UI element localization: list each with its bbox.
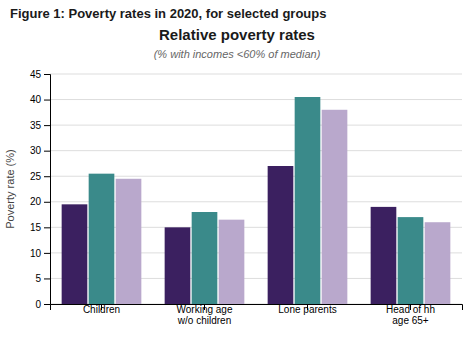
y-tick: 15 [30, 222, 50, 233]
x-tick: Working agew/o children [177, 304, 233, 326]
chart-svg: Figure 1: Poverty rates in 2020, for sel… [0, 0, 474, 342]
y-tick-label: 45 [30, 69, 42, 80]
plot-area: 0 5 10 15 20 25 30 35 40 45 Children Working agew/o… [30, 69, 463, 326]
y-tick-mark [44, 278, 50, 279]
y-axis-title: Poverty rate (%) [4, 149, 16, 228]
y-tick-label: 35 [30, 120, 42, 131]
bar [219, 220, 245, 304]
y-tick-label: 30 [30, 145, 42, 156]
x-tick-label: Head of hhage 65+ [386, 304, 435, 326]
y-tick: 30 [30, 145, 50, 156]
x-tick: Head of hhage 65+ [386, 304, 435, 326]
grid-line [50, 125, 462, 126]
grid-line [50, 74, 462, 75]
y-tick: 45 [30, 69, 50, 80]
x-tick-label-line: w/o children [177, 315, 231, 326]
chart-title: Relative poverty rates [159, 26, 315, 43]
x-tick: Lone parents [278, 304, 336, 315]
chart-subtitle: (% with incomes <60% of median) [154, 48, 321, 60]
y-tick: 0 [35, 299, 50, 310]
y-tick-mark [44, 151, 50, 152]
bar [62, 204, 88, 304]
y-axis-line [44, 75, 51, 305]
x-tick-label-line: age 65+ [392, 315, 429, 326]
bar [322, 110, 348, 304]
y-tick-label: 0 [35, 299, 41, 310]
y-tick: 40 [30, 94, 50, 105]
y-tick-mark [44, 176, 50, 177]
y-tick-label: 5 [35, 273, 41, 284]
x-tick-label-line: Working age [177, 304, 233, 315]
y-tick-mark [44, 100, 50, 101]
y-tick-mark [44, 227, 50, 228]
y-tick: 25 [30, 171, 50, 182]
y-tick-mark [44, 304, 50, 305]
bar [192, 212, 218, 304]
bar [425, 222, 451, 304]
y-axis: 0 5 10 15 20 25 30 35 40 45 [30, 69, 51, 310]
y-tick-mark [44, 125, 50, 126]
x-tick-label-line: Children [83, 304, 120, 315]
grid-line [50, 99, 462, 100]
x-tick-label-line: Head of hh [386, 304, 435, 315]
bar [89, 174, 115, 304]
bar [116, 179, 142, 304]
y-tick-label: 20 [30, 196, 42, 207]
y-tick: 35 [30, 120, 50, 131]
bars [62, 97, 451, 304]
y-tick: 5 [35, 273, 50, 284]
y-tick-label: 15 [30, 222, 42, 233]
bar-series [89, 97, 424, 304]
y-tick: 20 [30, 196, 50, 207]
x-tick-label: Lone parents [278, 304, 336, 315]
y-tick-mark [44, 74, 50, 75]
bar [371, 207, 397, 304]
y-tick-label: 25 [30, 171, 42, 182]
chart-title: Figure 1: Poverty rates in 2020, for sel… [10, 6, 326, 21]
grid [50, 74, 462, 304]
y-tick-mark [44, 253, 50, 254]
y-tick-mark [44, 202, 50, 203]
bar [398, 217, 424, 304]
bar [268, 166, 294, 304]
y-tick: 10 [30, 248, 50, 259]
x-tick: Children [83, 304, 120, 315]
bar [295, 97, 321, 304]
x-tick-label: Working agew/o children [177, 304, 233, 326]
y-tick-label: 10 [30, 248, 42, 259]
bar-series [116, 110, 451, 304]
x-tick-label: Children [83, 304, 120, 315]
y-tick-label: 40 [30, 94, 42, 105]
chart-container: Figure 1: Poverty rates in 2020, for sel… [0, 0, 474, 342]
x-axis: Children Working agew/o children Lone pare… [51, 304, 463, 326]
bar [165, 227, 191, 304]
grid-line [50, 150, 462, 151]
x-tick-label-line: Lone parents [278, 304, 336, 315]
